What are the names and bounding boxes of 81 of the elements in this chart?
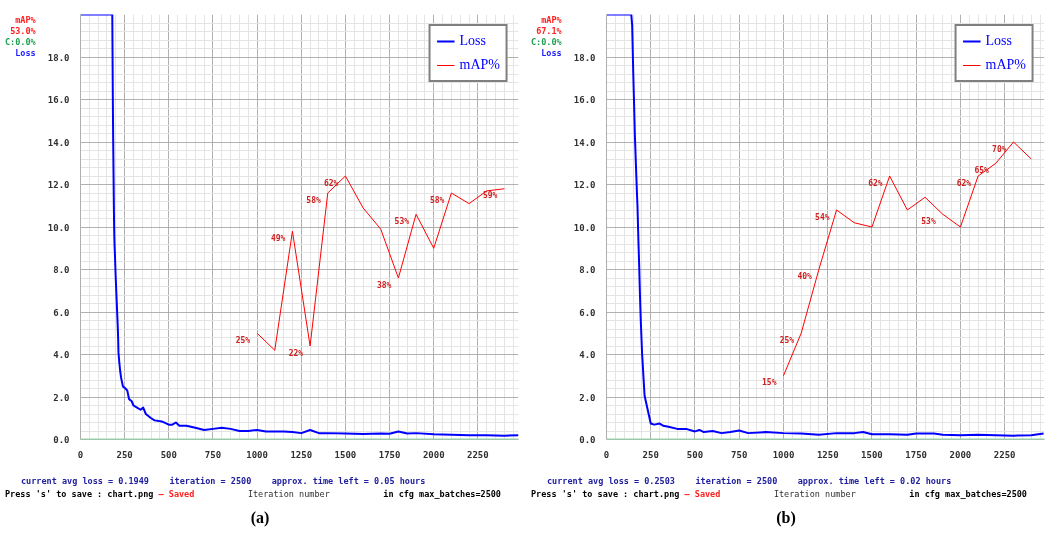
text: current avg loss = 0.2503 iteration = 2500 approx. time left = 0.02 hours <box>547 476 952 486</box>
y-tick-label: 14.0 <box>573 137 596 148</box>
y-tick-label: 16.0 <box>573 95 596 105</box>
x-tick-label: 0 <box>603 449 610 460</box>
x-tick-label: 1750 <box>905 449 928 460</box>
text: (b) <box>776 509 796 526</box>
data-label: 15% <box>762 378 777 388</box>
data-label: 62% <box>323 178 339 188</box>
text: – Saved <box>158 489 195 499</box>
x-tick-label: 250 <box>116 449 133 460</box>
x-tick-label: 1250 <box>290 449 313 460</box>
text: Loss <box>541 48 562 58</box>
y-tick-label: 18.0 <box>47 52 70 63</box>
x-tick-label: 1500 <box>861 449 883 460</box>
data-label: 25% <box>779 335 795 345</box>
text: mAP% <box>541 15 562 25</box>
data-label: 53% <box>921 216 936 226</box>
text: current avg loss = 0.1949 iteration = 2500 approx. time left = 0.05 hours <box>21 476 426 486</box>
y-tick-label: 8.0 <box>579 265 596 275</box>
text: mAP% <box>15 15 36 25</box>
y-tick-label: 18.0 <box>573 52 596 63</box>
x-tick-label: 500 <box>160 449 177 460</box>
data-label: 62% <box>868 178 883 188</box>
data-label: 53% <box>394 216 410 226</box>
text: Press 's' to save : chart.png <box>531 489 680 499</box>
x-tick-label: 1000 <box>246 449 268 460</box>
text: C:0.0% <box>5 37 36 47</box>
y-tick-label: 0.0 <box>579 435 596 445</box>
x-tick-label: 2000 <box>949 449 972 460</box>
data-label: 59% <box>482 191 498 201</box>
y-tick-label: 4.0 <box>579 350 596 360</box>
legend-label: Loss <box>459 33 486 49</box>
y-tick-label: 2.0 <box>579 392 596 403</box>
text: Press 's' to save : chart.png <box>5 489 154 499</box>
y-tick-label: 0.0 <box>53 435 70 445</box>
x-tick-label: 1250 <box>816 449 839 460</box>
data-label: 58% <box>429 195 445 205</box>
data-label: 70% <box>992 144 1007 154</box>
y-tick-label: 10.0 <box>47 222 70 233</box>
x-tick-label: 500 <box>686 449 704 460</box>
data-label: 25% <box>235 335 251 345</box>
y-tick-label: 12.0 <box>573 180 596 190</box>
text: C:0.0% <box>531 37 562 47</box>
text: Loss <box>15 48 36 58</box>
x-tick-label: 2250 <box>993 449 1016 460</box>
text: in cfg max_batches=2500 <box>909 489 1027 499</box>
text: in cfg max_batches=2500 <box>383 489 501 499</box>
x-tick-label: 0 <box>77 449 84 460</box>
y-tick-label: 16.0 <box>47 95 70 105</box>
y-tick-label: 6.0 <box>579 307 596 318</box>
text: 67.1% <box>536 26 562 36</box>
y-tick-label: 6.0 <box>53 307 70 318</box>
x-tick-label: 250 <box>642 449 659 460</box>
x-tick-label: 2000 <box>422 449 445 460</box>
text: (a) <box>250 509 270 526</box>
x-tick-label: 1500 <box>334 449 357 460</box>
x-tick-label: 750 <box>204 449 222 460</box>
legend-label: mAP% <box>985 57 1026 73</box>
data-label: 54% <box>815 212 830 222</box>
data-label: 62% <box>956 178 972 188</box>
data-label: 38% <box>376 280 392 290</box>
text: – Saved <box>684 489 721 499</box>
x-tick-label: 1000 <box>772 449 795 460</box>
legend-label: mAP% <box>459 57 500 73</box>
y-tick-label: 14.0 <box>47 137 70 148</box>
y-tick-label: 4.0 <box>53 350 70 360</box>
y-tick-label: 2.0 <box>53 392 70 403</box>
text: 53.0% <box>10 26 36 36</box>
x-tick-label: 1750 <box>378 449 401 460</box>
data-label: 40% <box>797 272 813 281</box>
y-tick-label: 12.0 <box>47 180 70 190</box>
y-tick-label: 8.0 <box>53 265 70 275</box>
y-tick-label: 10.0 <box>573 222 596 233</box>
x-tick-label: 2250 <box>467 449 489 460</box>
x-axis-title: Iteration number <box>773 488 856 501</box>
data-label: 58% <box>306 195 321 205</box>
x-axis-title: Iteration number <box>247 488 330 501</box>
x-tick-label: 750 <box>731 449 748 460</box>
data-label: 22% <box>288 348 304 358</box>
data-label: 49% <box>270 233 286 243</box>
legend-label: Loss <box>985 33 1012 49</box>
